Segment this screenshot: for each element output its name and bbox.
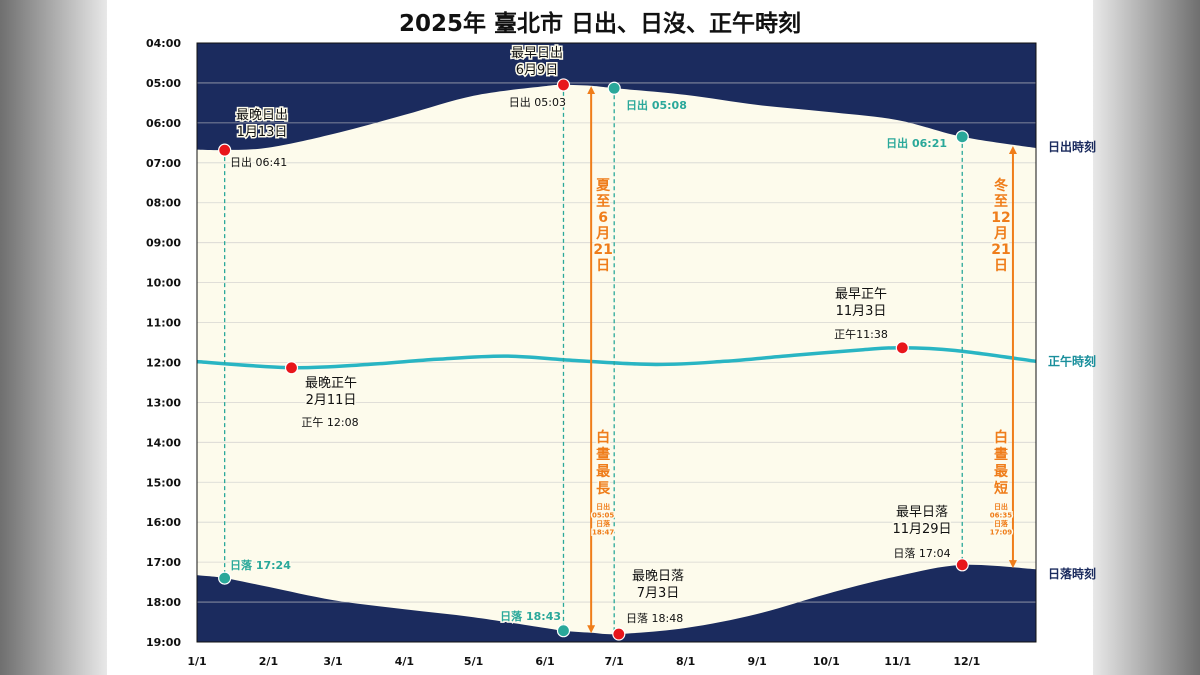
y-tick-label: 14:00 xyxy=(146,436,181,449)
y-tick-label: 08:00 xyxy=(146,197,181,210)
right-shadow-bar xyxy=(1093,0,1200,675)
annotation-value: 日落 18:48 xyxy=(626,612,683,625)
x-tick-label: 9/1 xyxy=(747,655,766,668)
noon-marker xyxy=(284,361,299,375)
annotation-value: 日落 18:43 xyxy=(500,609,561,623)
noon-marker xyxy=(895,341,909,355)
sunrise-marker xyxy=(607,81,621,95)
winter-solstice-detail: 日出 xyxy=(994,502,1008,511)
daylight-area xyxy=(197,84,1036,635)
annotation-title: 最晚日落 xyxy=(632,569,684,584)
summer-solstice-detail: 日落 xyxy=(596,519,611,528)
summer-daylight-caption: 晝 xyxy=(596,446,610,463)
x-tick-label: 1/1 xyxy=(187,655,206,668)
y-tick-label: 16:00 xyxy=(146,516,181,529)
sunset-marker xyxy=(556,624,571,638)
y-tick-label: 17:00 xyxy=(146,556,181,569)
annotation-date: 11月3日 xyxy=(836,304,887,319)
y-tick-label: 09:00 xyxy=(146,237,181,250)
annotation-title: 最早日落 xyxy=(896,505,948,520)
winter-solstice-title: 至 xyxy=(994,194,1008,210)
annotation-value: 日出 06:21 xyxy=(886,136,947,150)
annotation-date: 2月11日 xyxy=(306,393,357,408)
annotation-date: 1月13日 xyxy=(237,125,288,140)
winter-solstice-title: 冬 xyxy=(994,177,1008,194)
winter-solstice-detail: 17:09 xyxy=(990,529,1012,537)
y-tick-label: 13:00 xyxy=(146,396,181,409)
y-tick-label: 19:00 xyxy=(146,636,181,649)
winter-solstice-detail: 日落 xyxy=(994,519,1009,528)
sunset-marker xyxy=(218,571,232,585)
sunrise-series-label: 日出時刻 xyxy=(1048,139,1096,154)
x-tick-label: 11/1 xyxy=(884,655,911,668)
y-tick-label: 11:00 xyxy=(146,317,181,330)
summer-solstice-title: 至 xyxy=(596,194,610,210)
x-tick-label: 5/1 xyxy=(464,655,483,668)
left-shadow-bar xyxy=(0,0,107,675)
annotation-value: 正午11:38 xyxy=(834,328,888,341)
y-tick-label: 06:00 xyxy=(146,117,181,130)
summer-solstice-detail: 05:05 xyxy=(592,512,614,520)
x-tick-label: 3/1 xyxy=(323,655,342,668)
annotation-date: 6月9日 xyxy=(516,63,559,78)
winter-solstice-title: 月 xyxy=(993,226,1008,242)
x-tick-label: 10/1 xyxy=(813,655,840,668)
y-tick-label: 04:00 xyxy=(146,37,181,50)
x-tick-label: 7/1 xyxy=(605,655,624,668)
sunset-marker xyxy=(955,558,969,572)
sunrise-marker xyxy=(955,130,969,144)
y-tick-label: 05:00 xyxy=(146,77,181,90)
y-tick-label: 07:00 xyxy=(146,157,181,170)
x-tick-label: 12/1 xyxy=(953,655,980,668)
annotation-value: 正午 12:08 xyxy=(301,416,358,429)
y-tick-label: 18:00 xyxy=(146,596,181,609)
x-tick-label: 4/1 xyxy=(395,655,414,668)
noon-series-label: 正午時刻 xyxy=(1048,353,1096,368)
sunrise-marker xyxy=(218,143,232,157)
annotation-value: 日出 05:03 xyxy=(509,95,566,109)
sunset-marker xyxy=(612,627,626,641)
annotation-date: 11月29日 xyxy=(892,522,951,537)
summer-solstice-title: 夏 xyxy=(596,177,611,194)
summer-daylight-caption: 白 xyxy=(596,429,610,446)
x-tick-label: 6/1 xyxy=(535,655,554,668)
winter-daylight-caption: 最 xyxy=(994,463,1009,480)
winter-solstice-title: 12 xyxy=(991,210,1010,226)
summer-daylight-caption: 最 xyxy=(596,463,611,480)
sunrise-marker xyxy=(556,78,571,92)
annotation-title: 最早日出 xyxy=(511,46,563,61)
x-tick-label: 2/1 xyxy=(259,655,278,668)
summer-daylight-caption: 長 xyxy=(596,481,611,497)
summer-solstice-detail: 日出 xyxy=(596,502,610,511)
summer-solstice-title: 日 xyxy=(596,258,610,274)
winter-daylight-caption: 短 xyxy=(994,480,1008,497)
annotation-value: 日出 05:08 xyxy=(626,98,687,112)
summer-solstice-title: 21 xyxy=(593,242,612,258)
winter-daylight-caption: 白 xyxy=(994,429,1008,446)
annotation-title: 最晚正午 xyxy=(305,376,357,391)
winter-solstice-detail: 06:35 xyxy=(990,512,1012,520)
annotation-title: 最晚日出 xyxy=(236,108,288,123)
sunset-series-label: 日落時刻 xyxy=(1048,566,1096,581)
y-tick-label: 12:00 xyxy=(146,356,181,369)
y-tick-label: 15:00 xyxy=(146,476,181,489)
x-tick-label: 8/1 xyxy=(676,655,695,668)
winter-daylight-caption: 晝 xyxy=(994,446,1008,463)
annotation-value: 日出 06:41 xyxy=(230,155,287,169)
annotation-value: 日落 17:24 xyxy=(230,558,291,572)
annotation-value: 日落 17:04 xyxy=(893,547,950,560)
summer-solstice-detail: 18:47 xyxy=(592,529,614,537)
plot-border xyxy=(196,42,1037,643)
annotation-date: 7月3日 xyxy=(637,586,680,601)
summer-solstice-title: 6 xyxy=(598,210,608,226)
annotation-title: 最早正午 xyxy=(835,287,887,302)
summer-solstice-title: 月 xyxy=(595,226,610,242)
chart-title: 2025年 臺北市 日出、日沒、正午時刻 xyxy=(398,11,802,37)
y-tick-label: 10:00 xyxy=(146,277,181,290)
winter-solstice-title: 日 xyxy=(994,258,1008,274)
winter-solstice-title: 21 xyxy=(991,242,1010,258)
